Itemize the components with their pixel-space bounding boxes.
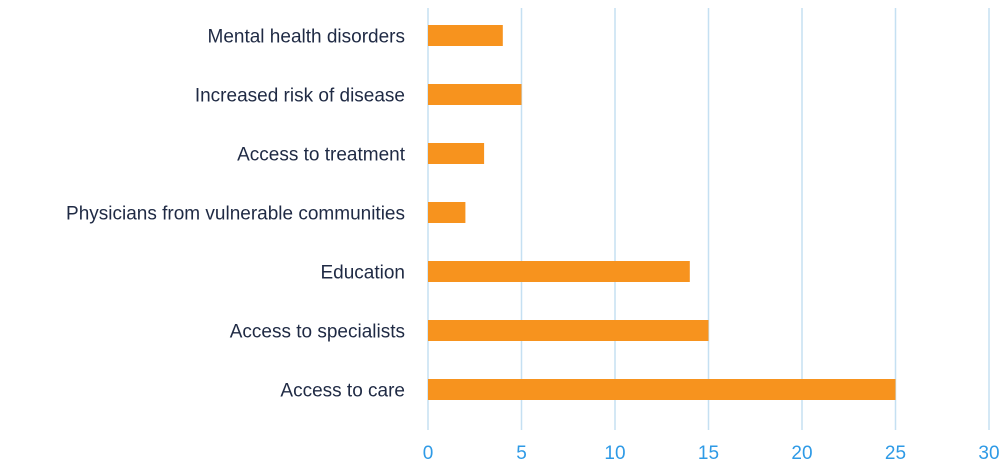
x-tick-label: 0 (423, 443, 434, 464)
x-tick-label: 25 (885, 443, 906, 464)
x-tick-label: 10 (604, 443, 625, 464)
gridlines (427, 8, 990, 430)
bar (428, 25, 503, 46)
category-label: Access to treatment (237, 145, 406, 166)
category-label: Access to specialists (230, 322, 405, 343)
bar (428, 202, 466, 223)
category-label: Access to care (280, 381, 405, 402)
category-label: Increased risk of disease (195, 86, 405, 107)
x-tick-label: 20 (791, 443, 812, 464)
x-tick-label: 5 (516, 443, 527, 464)
category-label: Mental health disorders (208, 27, 406, 48)
bar (428, 84, 522, 105)
bar (428, 320, 709, 341)
x-tick-label: 15 (698, 443, 719, 464)
category-label: Physicians from vulnerable communities (66, 204, 405, 225)
bar (428, 261, 690, 282)
x-tick-labels: 0 5 10 15 20 25 30 (423, 443, 1000, 464)
x-tick-label: 30 (978, 443, 999, 464)
category-labels: Mental health disorders Increased risk of… (66, 27, 406, 402)
category-label: Education (320, 263, 405, 284)
bar (428, 143, 485, 164)
bars (428, 25, 896, 400)
bar (428, 379, 896, 400)
